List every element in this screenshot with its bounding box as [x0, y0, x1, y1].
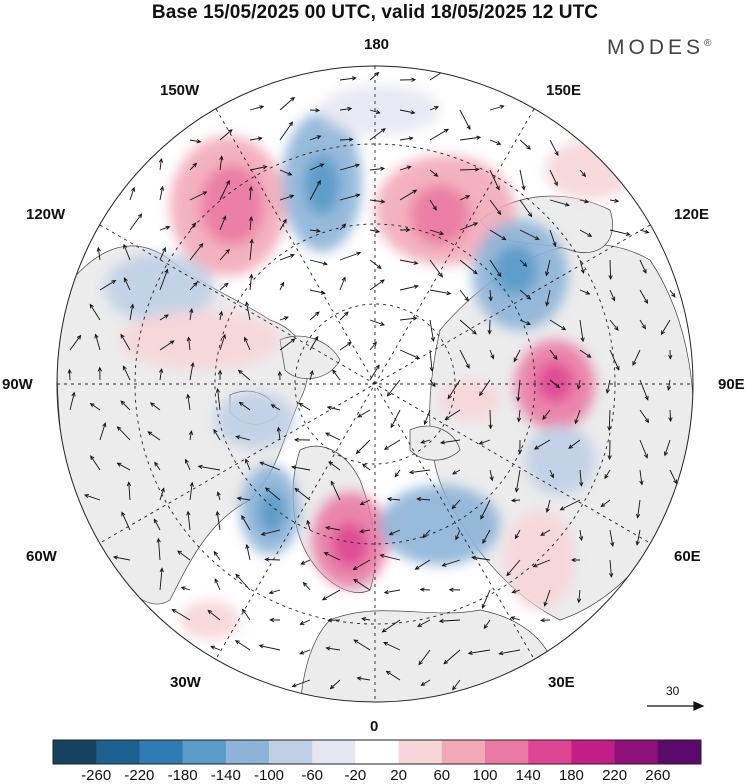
colorbar-bin — [615, 740, 659, 764]
colorbar — [53, 740, 701, 764]
brand-name: MODES — [607, 36, 704, 59]
colorbar-tick-label: 20 — [390, 767, 407, 784]
lon-label-150w: 150W — [160, 82, 199, 99]
anomaly-blob — [537, 362, 573, 402]
anomaly-blob — [258, 490, 286, 534]
colorbar-bin — [571, 740, 615, 764]
lon-label-90e: 90E — [718, 376, 745, 393]
lon-label-60e: 60E — [674, 548, 701, 565]
lon-label-30e: 30E — [548, 674, 575, 691]
colorbar-tick-label: -20 — [345, 767, 367, 784]
lon-label-60w: 60W — [26, 548, 57, 565]
colorbar-bin — [53, 740, 97, 764]
colorbar-bin — [312, 740, 356, 764]
colorbar-bin — [528, 740, 572, 764]
colorbar-bin — [355, 740, 399, 764]
colorbar-bin — [96, 740, 140, 764]
lon-label-30w: 30W — [170, 674, 201, 691]
lon-label-180: 180 — [364, 36, 389, 53]
colorbar-tick-label: 140 — [516, 767, 541, 784]
anomaly-blob — [320, 85, 440, 135]
colorbar-tick-label: -140 — [211, 767, 241, 784]
colorbar-bin — [226, 740, 270, 764]
colorbar-tick-label: -60 — [301, 767, 323, 784]
arrow-right-icon — [647, 702, 703, 710]
lon-label-0: 0 — [370, 718, 378, 735]
colorbar-tick-label: -260 — [81, 767, 111, 784]
colorbar-tick-label: 180 — [559, 767, 584, 784]
colorbar-bin — [442, 740, 486, 764]
colorbar-tick-label: -220 — [124, 767, 154, 784]
colorbar-bin — [485, 740, 529, 764]
lon-label-90w: 90W — [2, 376, 33, 393]
registered-mark: ® — [704, 38, 711, 49]
lon-label-120e: 120E — [674, 206, 709, 223]
colorbar-bin — [269, 740, 313, 764]
colorbar-bin — [399, 740, 443, 764]
anomaly-blob — [545, 140, 635, 200]
colorbar-tick-label: -100 — [254, 767, 284, 784]
anomaly-blob — [180, 600, 240, 640]
anomaly-blob — [525, 425, 595, 495]
colorbar-tick-label: 100 — [472, 767, 497, 784]
colorbar-bin — [139, 740, 183, 764]
vector-scale-label: 30 — [666, 684, 679, 698]
colorbar-bin — [658, 740, 702, 764]
colorbar-tick-label: 60 — [433, 767, 450, 784]
colorbar-tick-label: 220 — [602, 767, 627, 784]
lon-label-150e: 150E — [546, 82, 581, 99]
anomaly-blob — [493, 245, 537, 295]
anomaly-blob — [505, 510, 575, 610]
colorbar-tick-label: 260 — [645, 767, 670, 784]
lon-label-120w: 120W — [26, 206, 65, 223]
colorbar-bin — [183, 740, 227, 764]
anomaly-blob — [215, 392, 295, 448]
brand-logo: MODES® — [607, 36, 711, 60]
map-title: Base 15/05/2025 00 UTC, valid 18/05/2025… — [0, 2, 750, 24]
colorbar-tick-label: -180 — [168, 767, 198, 784]
anomaly-blob — [410, 185, 470, 245]
